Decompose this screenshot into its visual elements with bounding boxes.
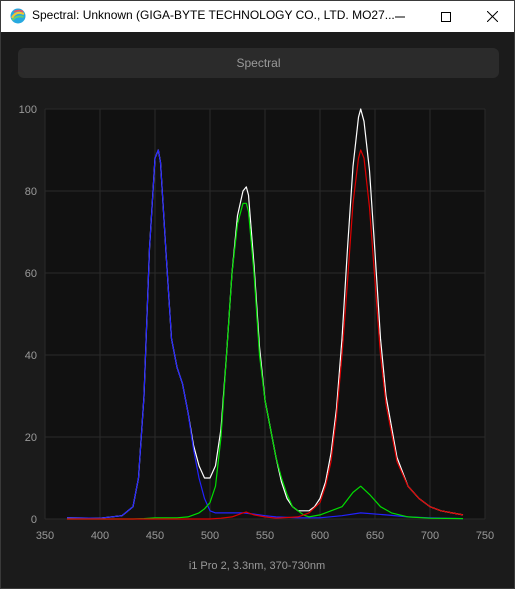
x-tick-label: 350 [36,530,54,542]
y-tick-label: 20 [25,432,37,444]
y-tick-label: 100 [19,104,37,116]
window-title: Spectral: Unknown (GIGA-BYTE TECHNOLOGY … [32,8,395,22]
series-line-3 [67,149,464,520]
chart-series [66,108,464,520]
chart-caption: i1 Pro 2, 3.3nm, 370-730nm [189,560,325,572]
x-tick-label: 700 [421,530,439,542]
spectral-chart: 350 400 450 500 550 600 650 700 750020406080100 … [19,104,495,572]
x-tick-label: 600 [311,530,329,542]
title-bar[interactable]: Spectral: Unknown (GIGA-BYTE TECHNOLOGY … [1,1,514,32]
x-tick-label: 550 [256,530,274,542]
close-icon [486,11,498,22]
minimize-button[interactable] [377,1,423,32]
chart-ticks: 350 400 450 500 550 600 650 700 750 0 20 40 60 80 100 [19,104,495,542]
maximize-icon [441,11,451,22]
spectral-mode-button[interactable]: Spectral [18,48,499,78]
x-tick-label: 650 [366,530,384,542]
y-tick-label: 40 [25,350,37,362]
x-tick-label: 450 [146,530,164,542]
x-tick-label: 750 [476,530,494,542]
spectral-mode-label: Spectral [236,56,281,70]
maximize-button[interactable] [423,1,469,32]
y-tick-label: 0 [31,514,37,526]
series-line-1 [66,149,464,520]
x-tick-label: 500 [201,530,219,542]
close-button[interactable] [469,1,515,32]
y-tick-label: 80 [25,186,37,198]
app-logo-icon [10,8,26,24]
x-tick-label: 400 [91,530,109,542]
y-tick-label: 60 [25,268,37,280]
series-line-2 [67,202,464,520]
chart-grid [44,108,486,520]
minimize-icon [395,16,405,17]
